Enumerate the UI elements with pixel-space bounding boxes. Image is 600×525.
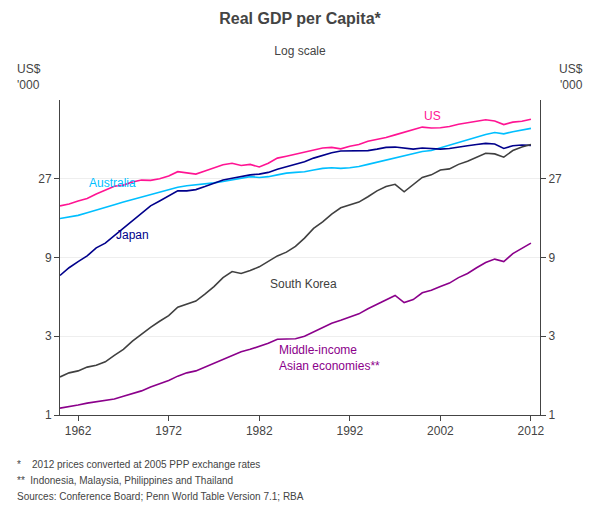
svg-text:27: 27 [38, 172, 52, 186]
svg-text:1962: 1962 [65, 424, 92, 438]
svg-text:Japan: Japan [116, 228, 149, 242]
svg-text:US: US [424, 109, 441, 123]
svg-text:27: 27 [548, 172, 562, 186]
svg-text:1992: 1992 [336, 424, 363, 438]
svg-text:Real GDP per Capita*: Real GDP per Capita* [219, 10, 381, 27]
svg-text:1982: 1982 [246, 424, 273, 438]
svg-text:2002: 2002 [427, 424, 454, 438]
svg-text:9: 9 [45, 251, 52, 265]
svg-text:** Indonesia, Malaysia, Phili: ** Indonesia, Malaysia, Philippines and … [17, 475, 233, 486]
svg-text:US$'000: US$'000 [559, 62, 583, 92]
svg-text:1972: 1972 [155, 424, 182, 438]
svg-text:Middle-incomeAsian economies**: Middle-incomeAsian economies** [279, 343, 380, 373]
svg-text:Log scale: Log scale [274, 44, 326, 58]
svg-text:1: 1 [548, 408, 555, 422]
svg-text:3: 3 [548, 329, 555, 343]
svg-text:9: 9 [548, 251, 555, 265]
svg-text:2012: 2012 [518, 424, 545, 438]
svg-text:Sources: Conference Board; Pen: Sources: Conference Board; Penn World Ta… [17, 491, 304, 502]
svg-text:* 2012 prices converted at: * 2012 prices converted at 2005 PPP exch… [17, 459, 260, 470]
svg-text:3: 3 [45, 329, 52, 343]
svg-text:Australia: Australia [89, 176, 136, 190]
svg-text:1: 1 [45, 408, 52, 422]
svg-text:US$'000: US$'000 [17, 62, 41, 92]
svg-text:South Korea: South Korea [270, 277, 337, 291]
